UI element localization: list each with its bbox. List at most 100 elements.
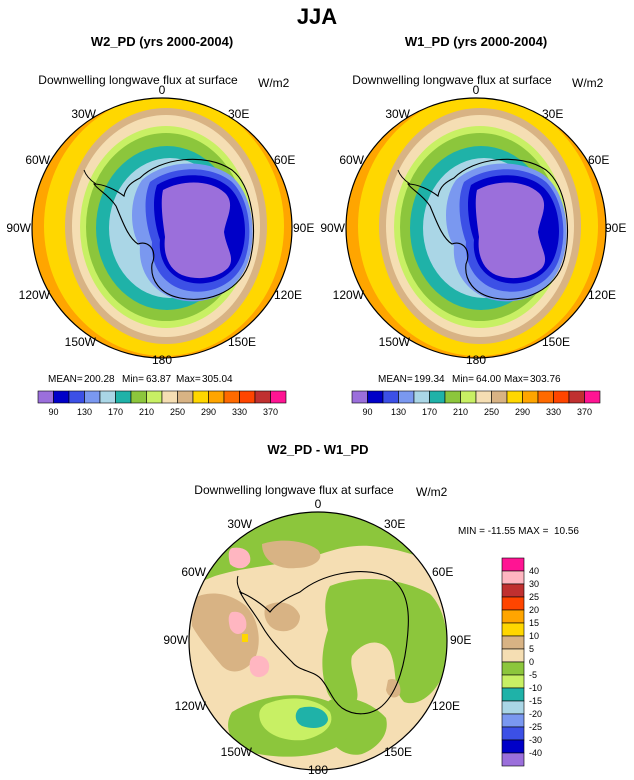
field-brown-north-blob [262, 540, 321, 569]
stats-line: MEAN= 200.28 Min= 63.87 Max= 305.04 [48, 374, 233, 385]
colorbar-tick-label: 130 [391, 407, 406, 417]
colorbar-swatch [501, 661, 525, 676]
lon-label-0: 0 [315, 497, 322, 511]
colorbar-tick-label: 170 [422, 407, 437, 417]
lon-label-90e: 90E [293, 221, 314, 235]
colorbar-swatch [398, 390, 415, 404]
lon-label-90e: 90E [450, 633, 471, 647]
mean-label: MEAN= [378, 374, 413, 385]
colorbar-tick-label: -15 [529, 696, 542, 706]
antarctica-coastline [92, 158, 254, 300]
colorbar-swatch [254, 390, 271, 404]
field-pink-west [228, 611, 247, 634]
colorbar-tick-label: 5 [529, 644, 534, 654]
mean-value: 199.34 [414, 374, 445, 385]
panel-subtitle: Downwelling longwave flux at surface [352, 73, 552, 87]
field-core-purple [475, 182, 546, 279]
lon-label-0: 0 [159, 83, 166, 97]
max-value: 305.04 [202, 374, 233, 385]
colorbar-swatch [475, 390, 492, 404]
lon-label-120e: 120E [274, 288, 302, 302]
field-teal-south [295, 706, 328, 728]
colorbar-tick-label: 250 [484, 407, 499, 417]
field-brown-center-blob [264, 602, 300, 632]
colorbar-swatch [223, 390, 240, 404]
field-core-purple [161, 182, 232, 279]
colorbar-swatch [501, 635, 525, 650]
longitude-labels: 0 30E 60E 90E 120E 150E 180 150W 120W 90… [320, 83, 626, 367]
colorbar-swatch [429, 390, 446, 404]
lon-label-60w: 60W [339, 153, 364, 167]
min-max-readout: MIN = -11.55 MAX = 10.56 [458, 526, 579, 537]
colorbar-swatch [501, 622, 525, 637]
colorbar-tick-label: 10 [529, 631, 539, 641]
colorbar-tick-label: -20 [529, 709, 542, 719]
lon-label-120w: 120W [333, 288, 365, 302]
max-label: Max= [504, 374, 529, 385]
lon-label-150w: 150W [379, 335, 411, 349]
colorbar-tick-label: 15 [529, 618, 539, 628]
lon-label-90e: 90E [605, 221, 626, 235]
colorbar-tick-label: 0 [529, 657, 534, 667]
colorbar-swatch [37, 390, 54, 404]
colorbar-tick-label: 250 [170, 407, 185, 417]
lon-label-60w: 60W [25, 153, 50, 167]
colorbar-tick-label: -40 [529, 748, 542, 758]
lon-label-30e: 30E [384, 517, 405, 531]
colorbar-tick-label: 30 [529, 579, 539, 589]
peninsula-coastline [83, 169, 97, 185]
lon-label-180: 180 [466, 353, 486, 367]
colorbar-swatch [444, 390, 461, 404]
colorbar-swatch [413, 390, 430, 404]
figure-title: JJA [297, 4, 337, 29]
colorbar-swatch [553, 390, 570, 404]
colorbar-swatch [501, 583, 525, 598]
lon-label-30e: 30E [228, 107, 249, 121]
field-yellow-speck [242, 634, 248, 642]
lon-label-30w: 30W [227, 517, 252, 531]
colorbar-tick-label: 290 [201, 407, 216, 417]
max-label: Max= [176, 374, 201, 385]
colorbar-tick-label: 40 [529, 566, 539, 576]
panel-units: W/m2 [572, 76, 604, 90]
colorbar-swatch [501, 726, 525, 741]
colorbar-swatch [99, 390, 116, 404]
lon-label-0: 0 [473, 83, 480, 97]
colorbar-swatch [68, 390, 85, 404]
colorbar-swatch [382, 390, 399, 404]
antarctica-coastline [406, 158, 568, 300]
colorbar-swatch [177, 390, 194, 404]
peninsula-coastline [236, 575, 243, 595]
field-pink-northwest [228, 547, 251, 569]
colorbar-tick-label: 20 [529, 605, 539, 615]
lon-label-120w: 120W [175, 699, 207, 713]
colorbar-tick-label: -25 [529, 722, 542, 732]
lon-label-120w: 120W [19, 288, 51, 302]
field-brown-west [190, 593, 259, 672]
colorbar-swatch [460, 390, 477, 404]
lon-label-90w: 90W [6, 221, 31, 235]
colorbar: 90 130 170 210 250 290 330 370 [351, 390, 601, 417]
colorbar-tick-label: 370 [263, 407, 278, 417]
colorbar-swatch [491, 390, 508, 404]
colorbar-tick-label: 170 [108, 407, 123, 417]
colorbar-swatch [501, 570, 525, 585]
colorbar-swatch [501, 609, 525, 624]
panel-units: W/m2 [416, 485, 448, 499]
polar-map [346, 98, 606, 358]
panel-subtitle: Downwelling longwave flux at surface [38, 73, 238, 87]
map-boundary [188, 511, 448, 771]
lon-label-150e: 150E [384, 745, 412, 759]
lon-label-60e: 60E [588, 153, 609, 167]
panel-w2-pd: W2_PD (yrs 2000-2004) Downwelling longwa… [6, 34, 314, 417]
colorbar-tick-label: -5 [529, 670, 537, 680]
colorbar-tick-label: 330 [546, 407, 561, 417]
min-label: Min= [122, 374, 144, 385]
colorbar-swatch [568, 390, 585, 404]
map-boundary [345, 97, 607, 359]
colorbar-tick-label: 90 [362, 407, 372, 417]
map-boundary [31, 97, 293, 359]
min-value: 64.00 [476, 374, 501, 385]
panel-units: W/m2 [258, 76, 290, 90]
colorbar-tick-label: 25 [529, 592, 539, 602]
